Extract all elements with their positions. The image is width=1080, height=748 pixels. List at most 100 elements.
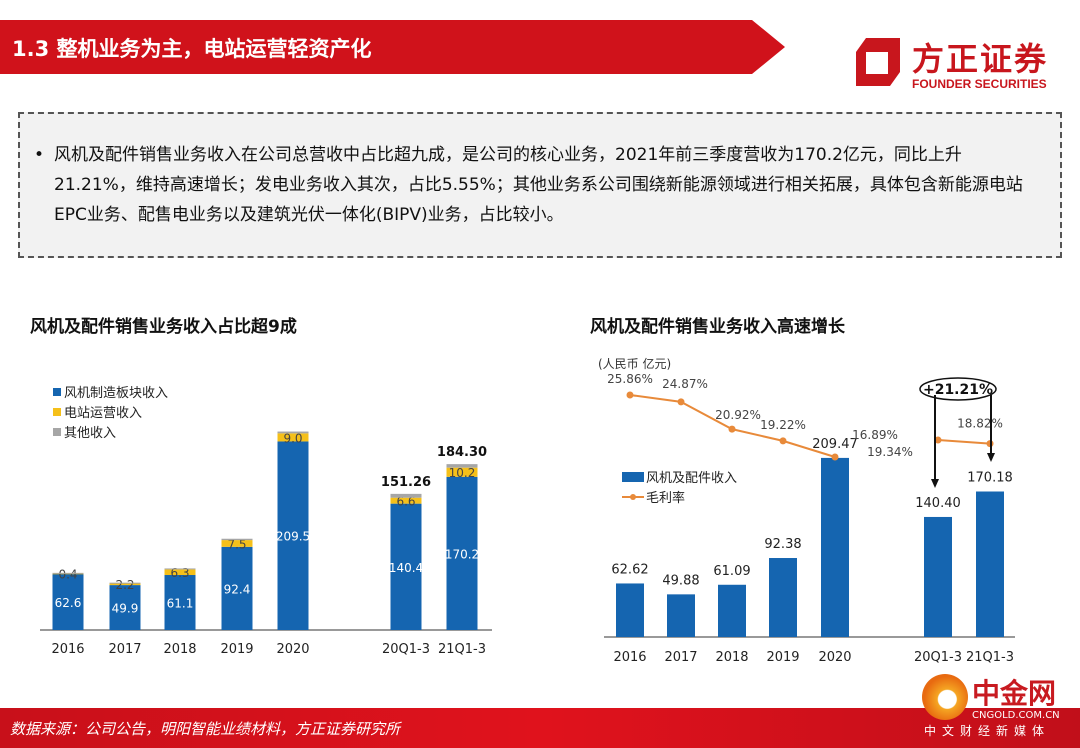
- margin-label: 20.92%: [715, 408, 761, 422]
- x-tick-label: 2018: [715, 650, 748, 665]
- data-label: 10.2: [449, 466, 476, 480]
- logo-mark-icon: [856, 38, 900, 86]
- margin-label: 24.87%: [662, 377, 708, 391]
- bar-2-2016: [52, 572, 84, 574]
- legend-swatch: [53, 388, 61, 396]
- total-label: 151.26: [381, 475, 431, 490]
- x-tick-label: 2016: [613, 650, 646, 665]
- bar-2-2019: [221, 538, 253, 541]
- bar-0-2018: [164, 575, 196, 630]
- source-note: 数据来源：公司公告，明阳智能业绩材料，方正证券研究所: [10, 720, 401, 738]
- data-label: 6.6: [396, 495, 415, 509]
- bar-2-2020: [277, 431, 309, 434]
- bar-2-20Q1-3: [390, 493, 422, 498]
- annotation-ellipse: [919, 377, 997, 401]
- bar-label: 92.38: [764, 537, 801, 552]
- legend-swatch: [622, 472, 644, 482]
- bar-0-20Q1-3: [390, 503, 422, 630]
- bar-0-21Q1-3: [446, 476, 478, 630]
- bar-2-21Q1-3: [446, 464, 478, 468]
- bar-0-2020: [277, 441, 309, 630]
- bar-label: 62.62: [611, 562, 648, 577]
- margin-point: [677, 398, 685, 406]
- bar-label: 170.18: [967, 470, 1013, 485]
- bar-0-2019: [221, 546, 253, 630]
- watermark-slogan: 中文财经新媒体: [924, 724, 1051, 738]
- margin-label: 19.34%: [867, 445, 913, 459]
- left-chart-title: 风机及配件销售业务收入占比超9成: [30, 317, 297, 337]
- x-tick-label: 21Q1-3: [438, 642, 486, 657]
- x-tick-label: 2017: [108, 642, 141, 657]
- total-label: 184.30: [437, 445, 487, 460]
- bar-20Q1-3: [924, 516, 952, 637]
- growth-annotation: +21.21%: [923, 382, 993, 398]
- bar-1-21Q1-3: [446, 467, 478, 477]
- logo-en: FOUNDER SECURITIES: [912, 77, 1047, 91]
- bar-2020: [821, 457, 849, 637]
- bar-label: 209.47: [812, 437, 858, 452]
- bar-1-2020: [277, 433, 309, 442]
- data-label: 140.4: [389, 561, 423, 575]
- legend-label: 风机及配件收入: [646, 471, 737, 486]
- margin-label: 16.89%: [852, 428, 898, 442]
- x-tick-label: 2017: [664, 650, 697, 665]
- arrow-head-icon: [931, 479, 939, 488]
- arrow-head-icon: [987, 453, 995, 462]
- data-label: 2.2: [115, 578, 134, 592]
- margin-point: [934, 436, 942, 444]
- data-label: 9.0: [283, 431, 302, 445]
- data-label: 7.5: [227, 537, 246, 551]
- bar-2-2017: [109, 582, 141, 584]
- watermark: 中金网 CNGOLD.COM.CN 中文财经新媒体: [922, 672, 1072, 742]
- summary-box: • 风机及配件销售业务收入在公司总营收中占比超九成，是公司的核心业务，2021年…: [18, 112, 1062, 258]
- legend-label: 毛利率: [646, 490, 685, 506]
- legend-swatch: [53, 408, 61, 416]
- bar-label: 140.40: [915, 496, 961, 511]
- bar-1-2018: [164, 569, 196, 576]
- bar-label: 61.09: [713, 564, 750, 579]
- margin-point: [626, 391, 634, 399]
- data-label: 61.1: [167, 597, 194, 611]
- bar-0-2016: [52, 573, 84, 630]
- margin-point: [831, 453, 839, 461]
- logo-cn: 方正证券: [912, 40, 1049, 78]
- data-label: 0.4: [58, 567, 77, 581]
- right-chart-title: 风机及配件销售业务收入高速增长: [590, 317, 845, 337]
- margin-point: [779, 437, 787, 445]
- margin-point: [728, 425, 736, 433]
- legend-label: 电站运营收入: [64, 406, 142, 421]
- bar-label: 49.88: [662, 573, 699, 588]
- bar-2018: [718, 584, 746, 637]
- x-tick-label: 2019: [766, 650, 799, 665]
- bar-1-2017: [109, 583, 141, 586]
- page-title: 1.3 整机业务为主，电站运营轻资产化: [12, 37, 372, 61]
- x-tick-label: 2016: [51, 642, 84, 657]
- bar-2-2018: [164, 568, 196, 570]
- unit-label: (人民币 亿元): [598, 356, 671, 371]
- footer: 数据来源：公司公告，明阳智能业绩材料，方正证券研究所: [0, 708, 1080, 748]
- bar-2016: [616, 583, 644, 637]
- summary-text: 风机及配件销售业务收入在公司总营收中占比超九成，是公司的核心业务，2021年前三…: [54, 145, 1023, 225]
- x-tick-label: 2018: [163, 642, 196, 657]
- data-label: 170.2: [445, 547, 479, 561]
- bullet: •: [34, 145, 45, 165]
- x-tick-label: 20Q1-3: [382, 642, 430, 657]
- founder-logo: 方正证券 FOUNDER SECURITIES: [852, 32, 1062, 94]
- bar-2019: [769, 558, 797, 637]
- x-tick-label: 21Q1-3: [966, 650, 1014, 665]
- bar-2017: [667, 594, 695, 637]
- legend-swatch: [53, 428, 61, 436]
- bar-1-20Q1-3: [390, 497, 422, 504]
- cngold-logo-icon: [922, 674, 968, 720]
- data-label: 6.3: [170, 566, 189, 580]
- watermark-url: CNGOLD.COM.CN: [972, 710, 1060, 721]
- title-banner: 1.3 整机业务为主，电站运营轻资产化: [0, 20, 785, 74]
- legend-marker: [630, 494, 636, 500]
- legend-label: 风机制造板块收入: [64, 386, 168, 401]
- data-label: 49.9: [112, 602, 139, 616]
- margin-label: 18.82%: [957, 417, 1003, 431]
- watermark-name: 中金网: [972, 677, 1057, 710]
- bar-1-2019: [221, 540, 253, 547]
- margin-line: [937, 439, 991, 445]
